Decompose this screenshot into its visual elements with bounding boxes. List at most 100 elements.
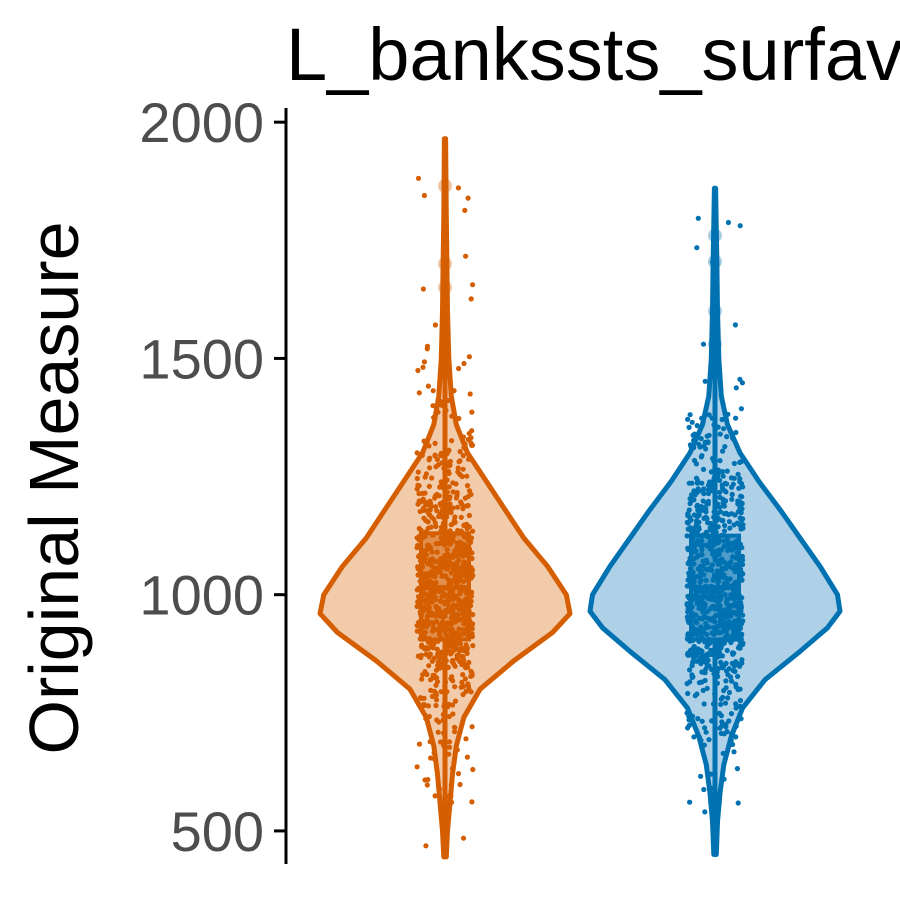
data-point <box>717 458 723 464</box>
data-point <box>469 799 475 805</box>
data-point <box>731 663 738 669</box>
data-point <box>431 756 438 762</box>
data-point <box>435 729 441 735</box>
data-point <box>687 799 693 805</box>
data-point <box>461 522 467 529</box>
data-point <box>722 522 728 529</box>
data-point <box>686 713 692 720</box>
data-point <box>459 501 465 507</box>
data-point <box>434 646 440 652</box>
data-point <box>419 452 425 458</box>
data-point <box>695 716 701 722</box>
data-point <box>729 435 736 441</box>
data-point <box>432 453 438 459</box>
data-point <box>455 504 461 510</box>
data-point <box>734 766 741 772</box>
data-point <box>451 388 457 394</box>
data-point <box>425 525 431 531</box>
violin-group-1 <box>317 136 573 860</box>
data-point <box>421 192 427 199</box>
data-point <box>427 465 433 471</box>
data-point <box>429 658 435 664</box>
data-point <box>696 734 703 740</box>
y-tick-label: 1000 <box>139 564 264 627</box>
data-point <box>735 673 741 680</box>
data-point <box>700 687 706 694</box>
data-point <box>688 492 695 498</box>
data-point <box>452 684 458 690</box>
data-point <box>684 614 691 620</box>
data-point <box>739 494 745 500</box>
data-point <box>694 245 700 251</box>
data-point <box>456 653 462 659</box>
data-point <box>446 744 453 750</box>
data-point <box>699 480 705 486</box>
data-point <box>465 681 471 687</box>
data-point <box>457 781 463 788</box>
data-point <box>720 473 726 479</box>
data-point <box>470 643 476 649</box>
data-point <box>420 672 426 678</box>
data-point <box>720 750 726 757</box>
outlier-point <box>438 178 452 193</box>
data-point <box>706 737 712 743</box>
data-point <box>454 747 460 753</box>
data-point <box>725 411 731 417</box>
data-point <box>740 640 746 646</box>
data-point <box>684 533 690 539</box>
data-point <box>731 522 737 528</box>
data-point <box>430 672 436 679</box>
data-point <box>718 645 724 651</box>
data-point <box>739 571 746 577</box>
data-point <box>702 378 708 384</box>
data-point <box>424 671 430 678</box>
data-point <box>464 645 470 651</box>
outlier-point <box>438 795 452 810</box>
data-point <box>426 663 432 669</box>
data-point <box>450 480 456 486</box>
data-point <box>737 686 743 692</box>
data-point <box>460 691 466 698</box>
data-point <box>455 465 461 471</box>
data-point <box>446 701 452 707</box>
data-point <box>720 469 726 475</box>
data-point <box>724 434 730 440</box>
data-point <box>689 419 695 425</box>
data-point <box>717 431 723 437</box>
data-point <box>416 741 423 747</box>
data-point <box>733 734 739 740</box>
data-point <box>453 643 459 650</box>
data-point <box>449 766 455 772</box>
data-point <box>423 716 429 722</box>
data-point <box>450 711 456 717</box>
data-point <box>427 500 434 506</box>
outlier-point <box>708 337 722 352</box>
data-point <box>465 664 471 670</box>
data-point <box>735 501 741 507</box>
data-point <box>687 496 693 502</box>
data-point <box>691 437 697 443</box>
data-point <box>723 678 729 684</box>
data-point <box>718 701 724 708</box>
data-point <box>704 685 710 692</box>
data-point <box>739 506 745 512</box>
data-point <box>731 749 737 755</box>
data-point <box>456 365 462 372</box>
data-point <box>448 782 454 788</box>
data-point <box>698 658 705 664</box>
data-point <box>730 651 736 657</box>
data-point <box>695 215 701 221</box>
data-point <box>723 510 729 516</box>
data-point <box>724 647 730 654</box>
data-point <box>723 489 729 495</box>
data-point <box>419 644 425 650</box>
data-point <box>414 450 420 456</box>
outlier-point <box>708 795 722 810</box>
data-point <box>699 453 705 459</box>
data-point <box>448 799 455 805</box>
data-point <box>692 431 698 437</box>
data-point <box>433 504 439 510</box>
data-point <box>701 491 707 497</box>
data-point <box>721 776 727 782</box>
data-point <box>460 434 467 440</box>
